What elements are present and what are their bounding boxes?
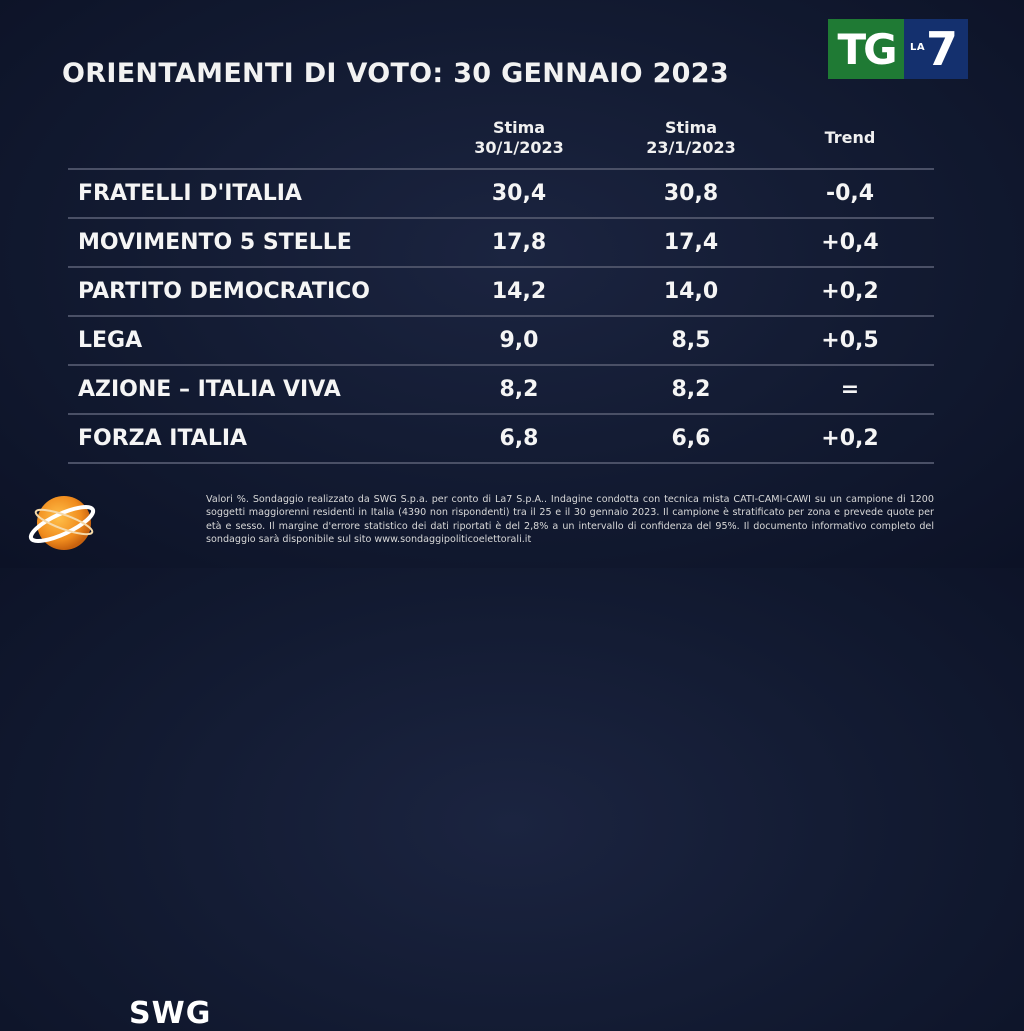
table-row: AZIONE – ITALIA VIVA 8,2 8,2 = xyxy=(68,364,934,413)
table-row: PARTITO DEMOCRATICO 14,2 14,0 +0,2 xyxy=(68,266,934,315)
column-header-trend-line1: Trend xyxy=(824,128,876,147)
estimate-previous: 30,8 xyxy=(663,181,719,206)
party-name: FRATELLI D'ITALIA xyxy=(78,181,302,206)
logo-seven: 7 xyxy=(926,22,959,76)
estimate-current: 9,0 xyxy=(499,328,539,353)
table-row: FRATELLI D'ITALIA 30,4 30,8 -0,4 xyxy=(68,168,934,217)
tg-la7-logo: TG LA 7 xyxy=(828,19,968,79)
estimate-current: 30,4 xyxy=(491,181,547,206)
estimate-current: 8,2 xyxy=(499,377,539,402)
column-header-trend: Trend xyxy=(790,128,910,148)
estimate-current: 6,8 xyxy=(499,426,539,451)
column-header-previous-line2: 23/1/2023 xyxy=(646,138,736,157)
party-name: PARTITO DEMOCRATICO xyxy=(78,279,370,304)
party-name: LEGA xyxy=(78,328,143,353)
estimate-previous: 14,0 xyxy=(663,279,719,304)
logo-la7: LA 7 xyxy=(904,19,968,79)
party-name: MOVIMENTO 5 STELLE xyxy=(78,230,352,255)
table-row: FORZA ITALIA 6,8 6,6 +0,2 xyxy=(68,413,934,464)
table-row: LEGA 9,0 8,5 +0,5 xyxy=(68,315,934,364)
table-row: MOVIMENTO 5 STELLE 17,8 17,4 +0,4 xyxy=(68,217,934,266)
trend-value: -0,4 xyxy=(825,181,875,206)
column-header-previous-line1: Stima xyxy=(664,118,718,137)
swg-logo-text: SWG xyxy=(129,996,212,1031)
party-name: FORZA ITALIA xyxy=(78,426,248,451)
logo-la: LA xyxy=(910,42,926,53)
estimate-previous: 8,5 xyxy=(671,328,711,353)
trend-value: +0,2 xyxy=(821,426,879,451)
column-header-current-line1: Stima xyxy=(492,118,546,137)
column-header-current: Stima 30/1/2023 xyxy=(449,118,589,158)
trend-value: +0,2 xyxy=(821,279,879,304)
party-name: AZIONE – ITALIA VIVA xyxy=(78,377,341,402)
trend-value: +0,5 xyxy=(821,328,879,353)
estimate-previous: 17,4 xyxy=(663,230,719,255)
estimate-previous: 6,6 xyxy=(671,426,711,451)
swg-globe-icon xyxy=(28,496,96,550)
column-header-current-line2: 30/1/2023 xyxy=(474,138,564,157)
swg-logo: SWG xyxy=(24,488,210,1031)
estimate-previous: 8,2 xyxy=(671,377,711,402)
methodology-note: Valori %. Sondaggio realizzato da SWG S.… xyxy=(206,494,934,546)
page-title: ORIENTAMENTI DI VOTO: 30 GENNAIO 2023 xyxy=(62,58,729,89)
estimate-current: 17,8 xyxy=(491,230,547,255)
trend-value: = xyxy=(840,377,860,402)
column-header-previous: Stima 23/1/2023 xyxy=(621,118,761,158)
estimate-current: 14,2 xyxy=(491,279,547,304)
trend-value: +0,4 xyxy=(821,230,879,255)
logo-tg: TG xyxy=(828,19,904,79)
